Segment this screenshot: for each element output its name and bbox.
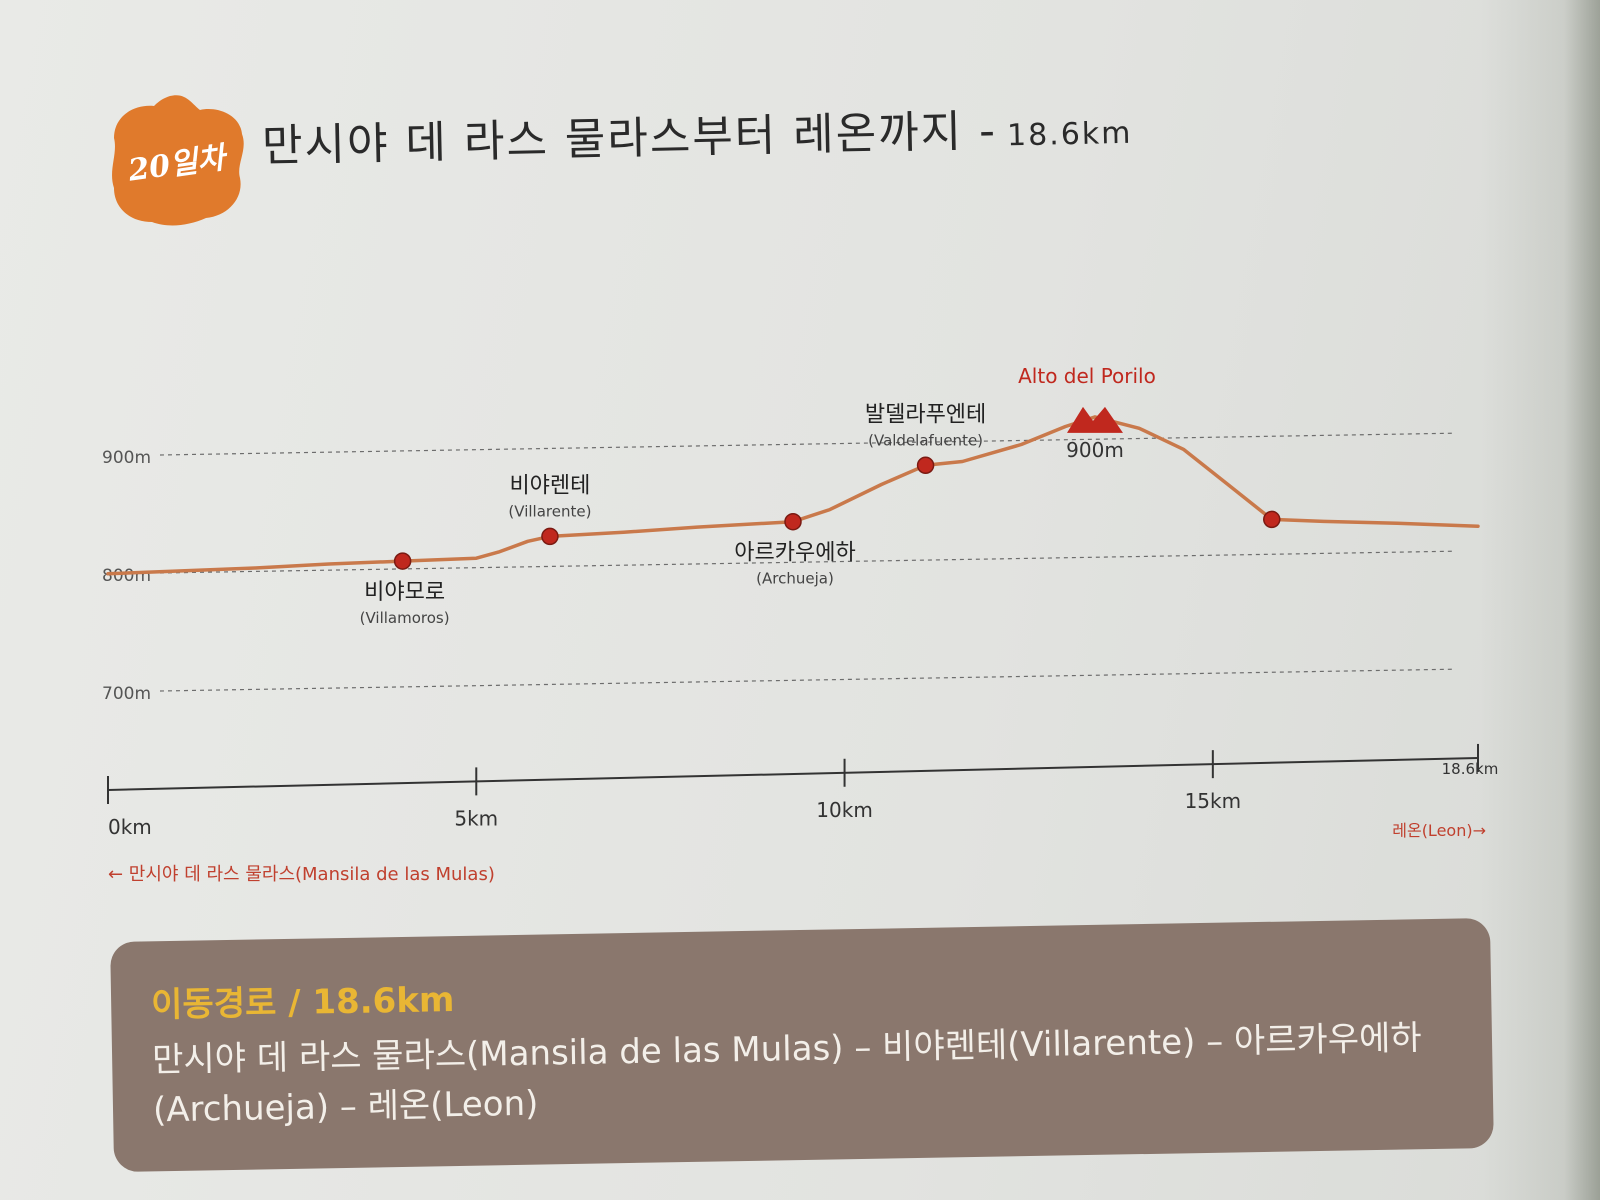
peak-elevation: 900m — [1066, 438, 1124, 462]
stop-marker — [784, 512, 802, 531]
start-label: ← 만시야 데 라스 물라스(Mansila de las Mulas) — [108, 864, 495, 885]
stop-label-ko: 비야모로 — [364, 580, 445, 605]
stop-label-ko: 발델라푸엔테 — [865, 402, 986, 427]
stop-marker — [1263, 510, 1281, 529]
stop-label-en: (Villamoros) — [360, 609, 450, 627]
stop-label-en: (Valdelafuente) — [868, 431, 983, 449]
stop-label-ko: 비야렌테 — [509, 473, 590, 498]
elevation-chart: 900m 800m 700m 비야모로 (Villamoros) 비야렌테 (Villare… — [102, 364, 1499, 885]
x-tick-label: 10km — [816, 798, 873, 822]
gridline-900m — [159, 432, 1456, 456]
stop-marker — [393, 552, 412, 570]
x-tick-label: 0km — [108, 815, 152, 839]
stop-marker — [541, 527, 559, 546]
gridline-700m — [159, 668, 1456, 692]
peak-mountain-icon — [1066, 406, 1123, 433]
route-text: 만시야 데 라스 물라스(Mansila de las Mulas) – 비야렌… — [151, 1018, 1422, 1131]
stop-marker — [916, 456, 935, 475]
x-axis-line — [107, 756, 1479, 791]
x-tick-label: 5km — [454, 806, 498, 830]
y-label-700m: 700m — [102, 684, 151, 704]
x-tick-label: 15km — [1185, 789, 1242, 813]
end-label: 레온(Leon)→ — [1392, 821, 1486, 840]
stop-label-ko: 아르카우에하 — [734, 541, 855, 566]
route-heading: 이동경로 / 18.6km — [150, 980, 455, 1026]
y-label-800m: 800m — [102, 566, 151, 586]
stop-label-en: (Archueja) — [756, 570, 834, 588]
stop-label-en: (Villarente) — [508, 502, 591, 520]
elevation-line — [106, 415, 1480, 576]
route-box: 이동경로 / 18.6km 만시야 데 라스 물라스(Mansila de la… — [110, 917, 1494, 1173]
shell-shape — [112, 95, 244, 226]
peak-name: Alto del Porilo — [1018, 364, 1156, 388]
day-badge-graphic: 20일차 — [112, 95, 244, 226]
page-edge-shadow — [1480, 0, 1600, 1200]
title-distance: 18.6km — [1006, 115, 1133, 154]
x-tick-label: 18.6km — [1442, 760, 1499, 778]
y-label-900m: 900m — [102, 448, 151, 468]
day-badge: 20일차 — [108, 90, 248, 230]
